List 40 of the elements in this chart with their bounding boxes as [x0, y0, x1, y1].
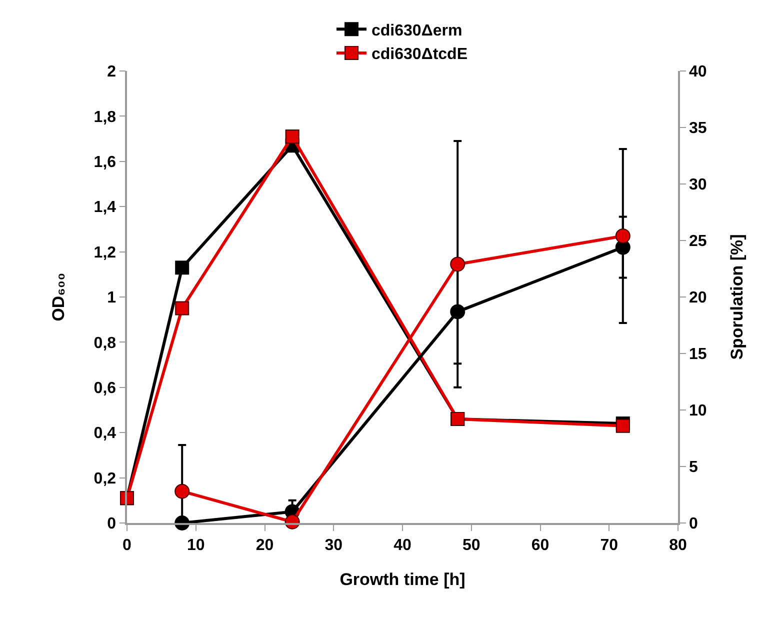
y2-axis-title: Sporulation [%] — [728, 234, 747, 360]
x-tick-label: 20 — [256, 536, 274, 554]
y2-tick-label: 35 — [688, 120, 707, 138]
y2-tick-label: 0 — [688, 516, 698, 533]
y-tick-label: 0 — [107, 516, 116, 533]
y2-tick-label: 5 — [688, 459, 698, 476]
x-tick-label: 60 — [531, 536, 550, 554]
x-tick-label: 70 — [600, 536, 618, 554]
x-tick-label: 50 — [462, 536, 480, 554]
y-tick-label: 1,2 — [94, 244, 116, 262]
y-tick-label: 1,8 — [94, 108, 116, 126]
y-tick-label: 0,4 — [94, 425, 116, 442]
y-tick-label: 0,8 — [94, 334, 116, 352]
legend-label: cdi630Δerm — [372, 22, 462, 40]
y-tick-label: 1,6 — [94, 154, 116, 171]
y-axis-title: OD₆₀₀ — [48, 272, 68, 322]
point — [175, 260, 190, 275]
y-tick-label: 0,2 — [94, 470, 116, 488]
y2-tick-label: 15 — [688, 346, 707, 364]
y2-tick-label: 10 — [688, 402, 707, 420]
x-axis-title: Growth time [h] — [340, 570, 466, 589]
legend-label: cdi630ΔtcdE — [372, 46, 468, 64]
y2-tick-label: 25 — [688, 233, 707, 250]
x-tick-label: 40 — [394, 536, 412, 554]
point — [174, 484, 190, 499]
x-tick-label: 10 — [186, 536, 205, 554]
y-tick-label: 1,4 — [94, 199, 116, 216]
y-tick-label: 0,6 — [94, 380, 116, 397]
point — [285, 130, 300, 144]
y-tick-label: 2 — [107, 64, 116, 81]
y2-tick-label: 20 — [688, 290, 707, 307]
y-tick-label: 1 — [107, 290, 116, 307]
point — [615, 228, 630, 244]
y2-tick-label: 30 — [688, 176, 707, 194]
y2-tick-label: 40 — [688, 64, 707, 81]
point — [175, 301, 190, 316]
x-tick-label: 0 — [122, 536, 132, 554]
point — [450, 256, 466, 272]
x-tick-label: 80 — [669, 536, 687, 554]
x-tick-label: 30 — [324, 536, 343, 554]
